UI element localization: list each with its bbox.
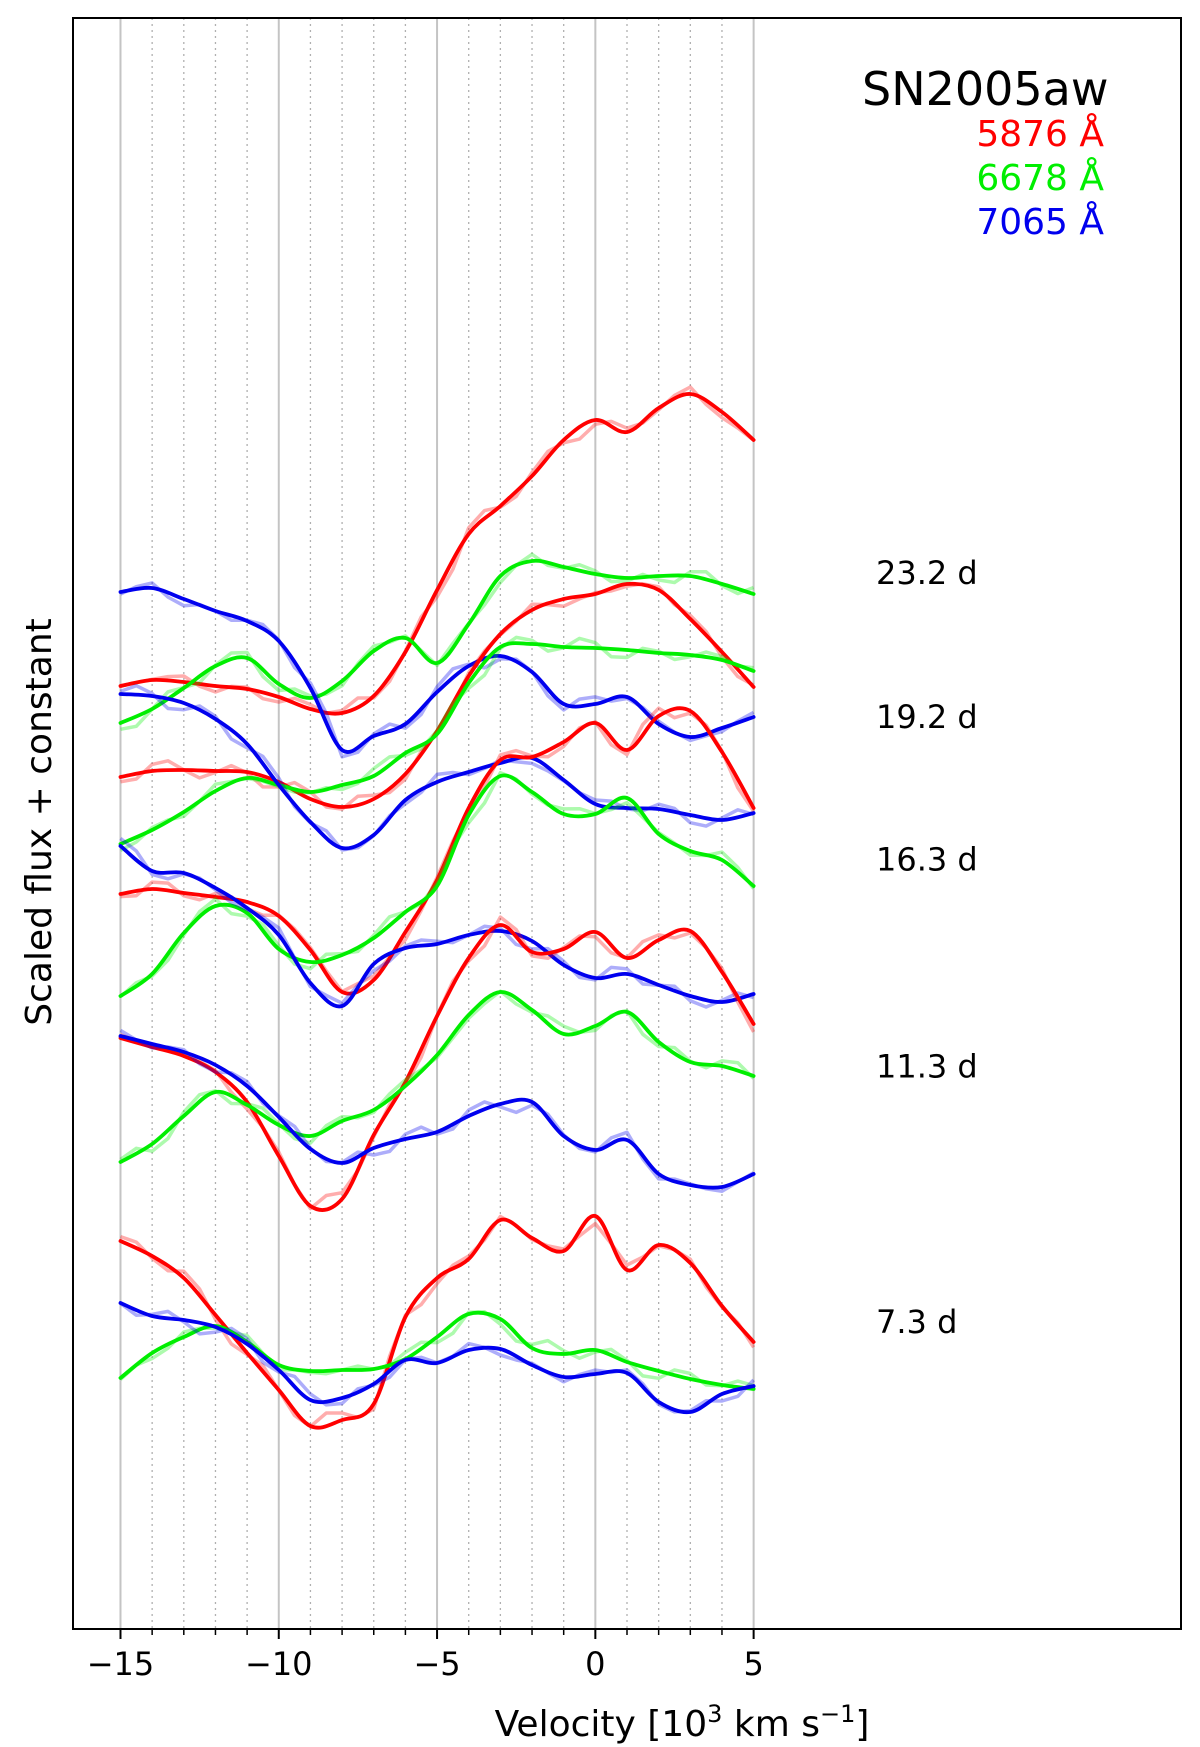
- legend-entry: 7065 Å: [976, 200, 1104, 243]
- x-tick-label: −5: [413, 1645, 460, 1683]
- x-tick-label: 0: [585, 1645, 605, 1683]
- series-smooth-line: [118, 558, 756, 725]
- x-axis: −15 −10 −5 0 5: [87, 1629, 764, 1683]
- x-axis-label-mid: km s: [722, 1704, 820, 1745]
- series-smooth-line: [118, 692, 756, 851]
- legend-entry: 6678 Å: [976, 156, 1104, 199]
- epoch-label: 23.2 d: [876, 554, 978, 592]
- x-axis-label-main: Velocity [10: [495, 1704, 708, 1745]
- series-smooth-line: [118, 1301, 756, 1415]
- series-smooth-line: [118, 1310, 756, 1391]
- epoch-label: 19.2 d: [876, 698, 978, 736]
- series-observed-line: [119, 635, 754, 853]
- legend-entry: 5876 Å: [976, 112, 1104, 155]
- series-smooth-line: [118, 585, 756, 754]
- series-observed-line: [119, 837, 755, 1009]
- series-smooth-line: [118, 923, 756, 1212]
- x-axis-label-sup2: −1: [820, 1700, 855, 1728]
- y-axis-label: Scaled flux + constant: [19, 618, 60, 1026]
- x-tick-label: −10: [245, 1645, 313, 1683]
- series-smooth-line: [118, 641, 756, 846]
- epoch-label: 11.3 d: [876, 1048, 978, 1086]
- series-smooth-line: [118, 990, 756, 1164]
- series-smooth-line: [118, 706, 756, 996]
- x-tick-label: −15: [87, 1645, 155, 1683]
- chart-title: SN2005aw: [862, 62, 1109, 116]
- grid-layer: [119, 18, 755, 1629]
- series-smooth-line: [118, 581, 756, 809]
- series-smooth-line: [118, 1034, 756, 1190]
- x-axis-label-sup1: 3: [707, 1700, 722, 1728]
- epoch-label: 7.3 d: [876, 1303, 957, 1341]
- series-smooth-line: [118, 844, 756, 1009]
- epoch-labels: 23.2 d 19.2 d 16.3 d 11.3 d 7.3 d: [876, 554, 978, 1341]
- x-axis-label-end: ]: [855, 1704, 869, 1745]
- series-smooth-line: [118, 773, 756, 998]
- x-axis-label: Velocity [103 km s−1]: [495, 1700, 870, 1745]
- x-tick-label: 5: [743, 1645, 763, 1683]
- series-smooth-line: [118, 392, 756, 716]
- epoch-label: 16.3 d: [876, 841, 978, 879]
- series-layer: [118, 385, 756, 1430]
